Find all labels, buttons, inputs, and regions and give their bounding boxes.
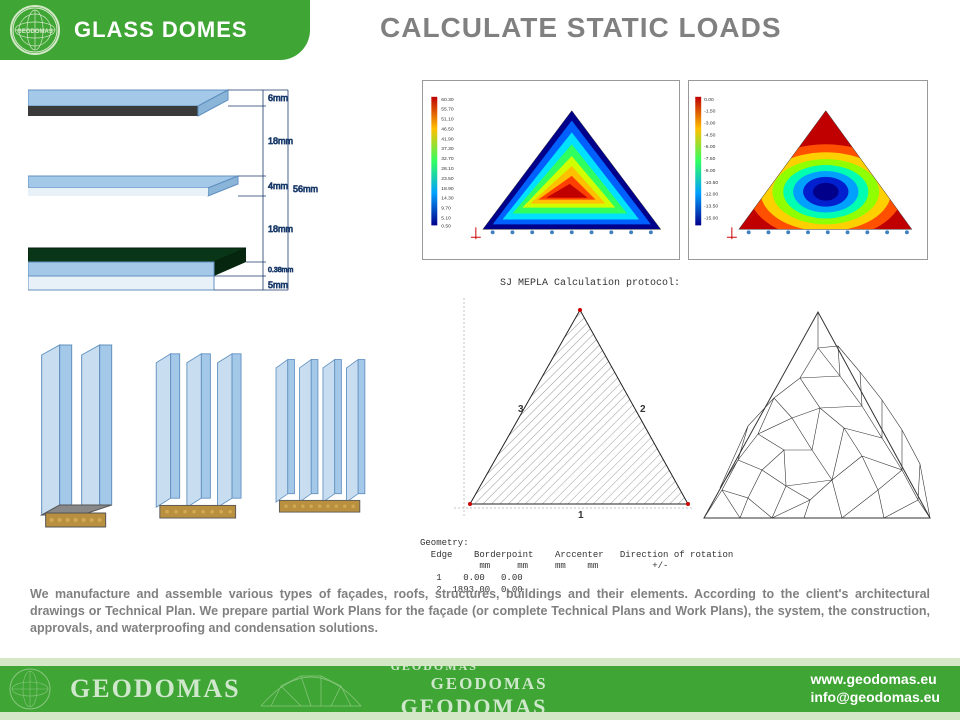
svg-text:5mm: 5mm [268,280,288,290]
section-label: GLASS DOMES [74,17,248,43]
geom-header: Geometry: [420,538,469,548]
svg-text:6mm: 6mm [268,93,288,103]
svg-text:14.30: 14.30 [441,196,454,202]
svg-text:0.00: 0.00 [704,97,714,103]
svg-text:60.30: 60.30 [441,97,454,103]
stress-heatmap: 60.30 55.70 51.10 46.50 41.90 37.30 32.70 28.… [422,80,680,260]
svg-text:-3.00: -3.00 [704,121,716,127]
svg-text:23.50: 23.50 [441,176,454,182]
glass-panes-row [28,320,388,540]
brand-logo: GEODOMAS [10,5,60,55]
footer-brand-s1: GEODOMAS [391,666,548,674]
svg-text:-10.50: -10.50 [704,180,718,186]
svg-text:-1.50: -1.50 [704,109,716,115]
footer-brand-s3: GEODOMAS [401,694,548,713]
footer-stripe-bottom [0,712,960,720]
quad-glazing-icon [271,335,388,540]
footer-brand-s2: GEODOMAS [431,674,548,694]
svg-text:-6.00: -6.00 [704,144,716,150]
svg-text:-7.50: -7.50 [704,156,716,162]
calc-protocol-title: SJ MEPLA Calculation protocol: [500,278,680,289]
svg-text:46.50: 46.50 [441,126,454,132]
svg-text:-15.00: -15.00 [704,215,718,221]
content-area: 6mm 18mm 4mm 56mm 18mm 0.38mm 5mm [0,80,960,620]
header: GEODOMAS GLASS DOMES CALCULATE STATIC LO… [0,0,960,60]
svg-text:18.90: 18.90 [441,186,454,192]
svg-text:41.90: 41.90 [441,136,454,142]
svg-text:2: 2 [640,404,646,415]
svg-text:-4.50: -4.50 [704,132,716,138]
footer-brand-stack: GEODOMAS GEODOMAS GEODOMAS [391,666,548,712]
footer-stripe-top [0,658,960,666]
double-glazing-icon [28,335,145,540]
footer-bg: GEODOMAS GEODOMAS GEODOMAS GEODOMAS www.… [0,666,960,712]
svg-text:0.38mm: 0.38mm [268,267,293,274]
dome-icon [0,666,70,712]
svg-text:18mm: 18mm [268,224,293,234]
footer-brand-1: GEODOMAS [70,674,241,704]
geom-units: mm mm mm mm +/- [420,561,668,571]
footer-email: info@geodomas.eu [810,688,940,706]
triangle-mesh-diagram [692,300,942,530]
svg-text:-9.00: -9.00 [704,168,716,174]
footer-website: www.geodomas.eu [810,670,940,688]
deflection-heatmap: 0.00 -1.50 -3.00 -4.50 -6.00 -7.50 -9.00 -10.… [688,80,928,260]
svg-text:1: 1 [578,510,584,521]
svg-text:-12.00: -12.00 [704,192,718,198]
triple-glazing-icon [149,335,266,540]
svg-text:56mm: 56mm [293,184,318,194]
svg-text:9.70: 9.70 [441,206,451,212]
svg-text:3: 3 [518,404,524,415]
dome-wire-icon [251,666,371,712]
triangle-geometry-diagram: 1 2 3 [440,292,700,532]
body-description: We manufacture and assemble various type… [30,586,930,637]
header-green-banner: GEODOMAS GLASS DOMES [0,0,310,60]
svg-text:0.50: 0.50 [441,223,451,229]
svg-text:5.10: 5.10 [441,215,451,221]
svg-text:18mm: 18mm [268,136,293,146]
page-title: CALCULATE STATIC LOADS [380,12,782,44]
svg-text:37.30: 37.30 [441,146,454,152]
svg-text:GEODOMAS: GEODOMAS [17,29,53,35]
svg-text:28.10: 28.10 [441,166,454,172]
footer: GEODOMAS GEODOMAS GEODOMAS GEODOMAS www.… [0,658,960,720]
svg-text:55.70: 55.70 [441,107,454,113]
geom-row-1: 1 0.00 0.00 [420,573,523,583]
glass-cross-section-diagram: 6mm 18mm 4mm 56mm 18mm 0.38mm 5mm [28,80,368,300]
svg-text:32.70: 32.70 [441,156,454,162]
footer-contact: www.geodomas.eu info@geodomas.eu [810,670,940,706]
svg-text:4mm: 4mm [268,181,288,191]
svg-text:51.10: 51.10 [441,117,454,123]
svg-text:-13.50: -13.50 [704,204,718,210]
geom-cols: Edge Borderpoint Arccenter Direction of … [420,550,733,560]
